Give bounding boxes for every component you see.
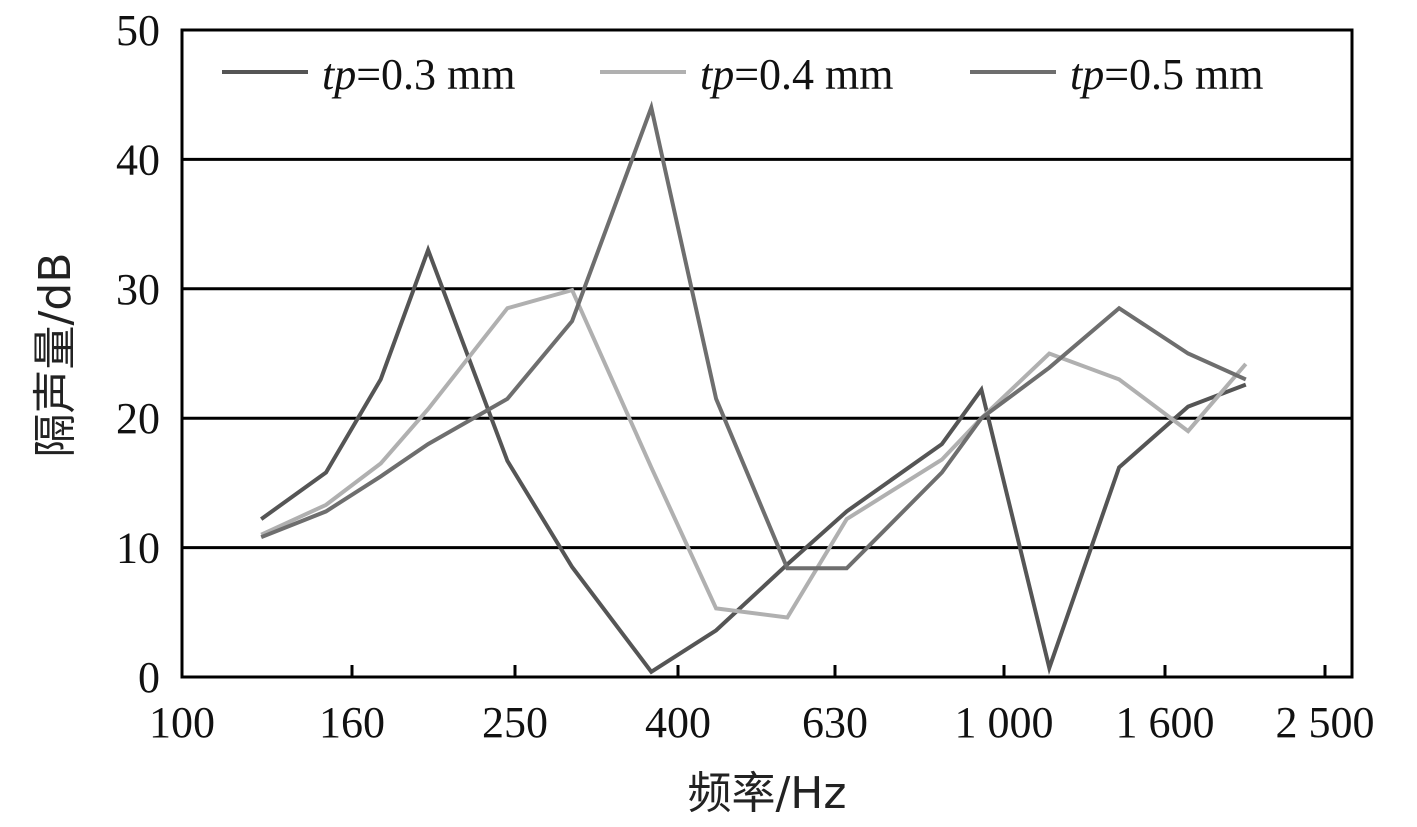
y-tick-label: 10: [116, 524, 160, 573]
legend-label-rest: =0.5 mm: [1104, 50, 1263, 99]
series-line-1: [260, 244, 1247, 675]
legend-label-2: tp=0.4 mm: [700, 50, 894, 99]
legend-label-3: tp=0.5 mm: [1070, 50, 1264, 99]
x-axis-title: 频率/Hz: [687, 768, 846, 819]
x-tick-label: 1 000: [955, 698, 1054, 747]
y-axis-title: 隔声量/dB: [30, 253, 81, 458]
legend: tp=0.3 mm tp=0.4 mm tp=0.5 mm: [222, 50, 1264, 99]
series-line-3: [260, 100, 1247, 571]
x-tick-label: 2 500: [1276, 698, 1375, 747]
legend-label-italic: tp: [1070, 50, 1104, 99]
y-axis-ticks: 0 10 20 30 40 50: [116, 6, 160, 702]
legend-label-italic: tp: [700, 50, 734, 99]
legend-label-rest: =0.4 mm: [734, 50, 893, 99]
y-tick-label: 30: [116, 265, 160, 314]
x-axis-ticks: 100 160 250 400 630 1 000 1 600 2 500: [149, 665, 1375, 747]
series-lines: [260, 100, 1248, 675]
legend-label-1: tp=0.3 mm: [322, 50, 516, 99]
x-tick-label: 100: [149, 698, 215, 747]
y-tick-label: 20: [116, 394, 160, 443]
legend-label-rest: =0.3 mm: [356, 50, 515, 99]
x-tick-label: 1 600: [1116, 698, 1215, 747]
y-tick-label: 0: [138, 653, 160, 702]
y-tick-label: 40: [116, 135, 160, 184]
y-tick-label: 50: [116, 6, 160, 55]
series-line-2: [260, 287, 1248, 620]
x-tick-label: 250: [482, 698, 548, 747]
x-tick-label: 630: [802, 698, 868, 747]
x-tick-label: 160: [319, 698, 385, 747]
legend-label-italic: tp: [322, 50, 356, 99]
grid-lines: [182, 157, 1352, 550]
plot-frame: [180, 28, 1354, 679]
x-tick-label: 400: [645, 698, 711, 747]
